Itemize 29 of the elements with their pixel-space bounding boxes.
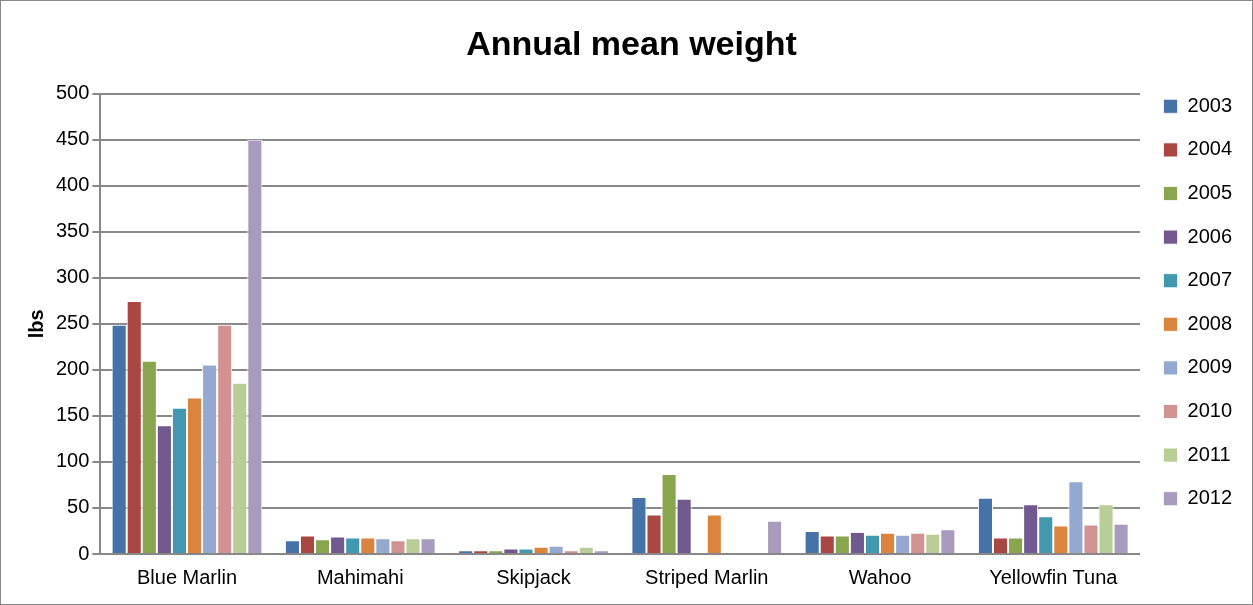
y-tick-label: 350 [55, 219, 90, 242]
y-tick-label: 100 [55, 449, 90, 472]
y-tick-label: 300 [55, 265, 90, 288]
x-tick-label: Wahoo [848, 565, 912, 588]
legend-label: 2007 [1187, 268, 1233, 291]
y-tick-label: 150 [55, 403, 90, 426]
y-tick-label: 50 [67, 495, 90, 518]
y-tick-label: 0 [78, 541, 90, 564]
legend-label: 2011 [1187, 442, 1231, 465]
y-tick-label: 450 [55, 127, 90, 150]
legend-label: 2009 [1187, 355, 1233, 378]
y-tick-label: 500 [55, 81, 90, 104]
y-tick-label: 400 [55, 173, 90, 196]
legend-label: 2005 [1187, 181, 1233, 204]
legend-label: 2008 [1187, 311, 1233, 334]
x-tick-label: Striped Marlin [645, 565, 769, 588]
legend-label: 2003 [1187, 93, 1233, 116]
legend-label: 2012 [1187, 486, 1233, 509]
y-axis-title: lbs [24, 309, 47, 339]
x-tick-label: Mahimahi [316, 565, 404, 588]
legend-label: 2010 [1187, 399, 1233, 422]
y-tick-label: 200 [55, 357, 90, 380]
y-tick-label: 250 [55, 311, 90, 334]
legend-label: 2006 [1187, 224, 1233, 247]
x-tick-label: Blue Marlin [136, 565, 238, 588]
x-tick-label: Skipjack [496, 565, 572, 588]
legend-label: 2004 [1187, 137, 1233, 160]
chart-title: Annual mean weight [466, 23, 797, 62]
x-tick-label: Yellowfin Tuna [989, 565, 1119, 588]
